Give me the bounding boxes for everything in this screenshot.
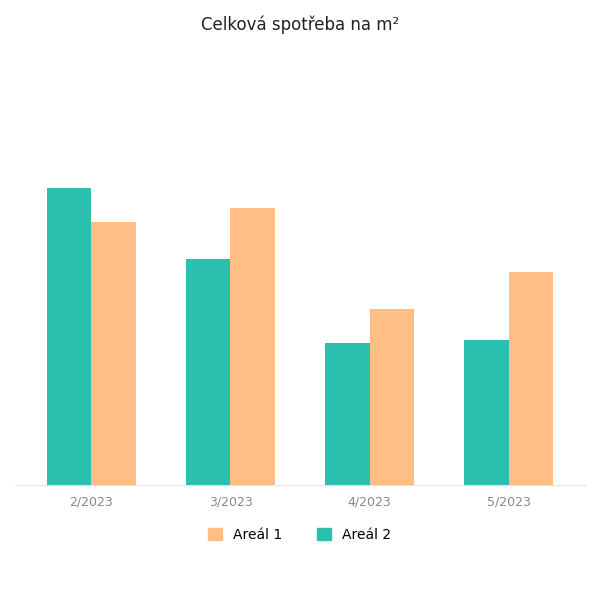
Bar (509, 272, 553, 485)
Legend: Areál 1, Areál 2: Areál 1, Areál 2 (203, 522, 397, 547)
Bar (325, 343, 370, 485)
Bar (186, 259, 230, 485)
Bar (370, 309, 414, 485)
Title: Celková spotřeba na m²: Celková spotřeba na m² (201, 15, 399, 34)
Bar (91, 221, 136, 485)
Bar (464, 340, 509, 485)
Bar (47, 188, 91, 485)
Bar (230, 208, 275, 485)
